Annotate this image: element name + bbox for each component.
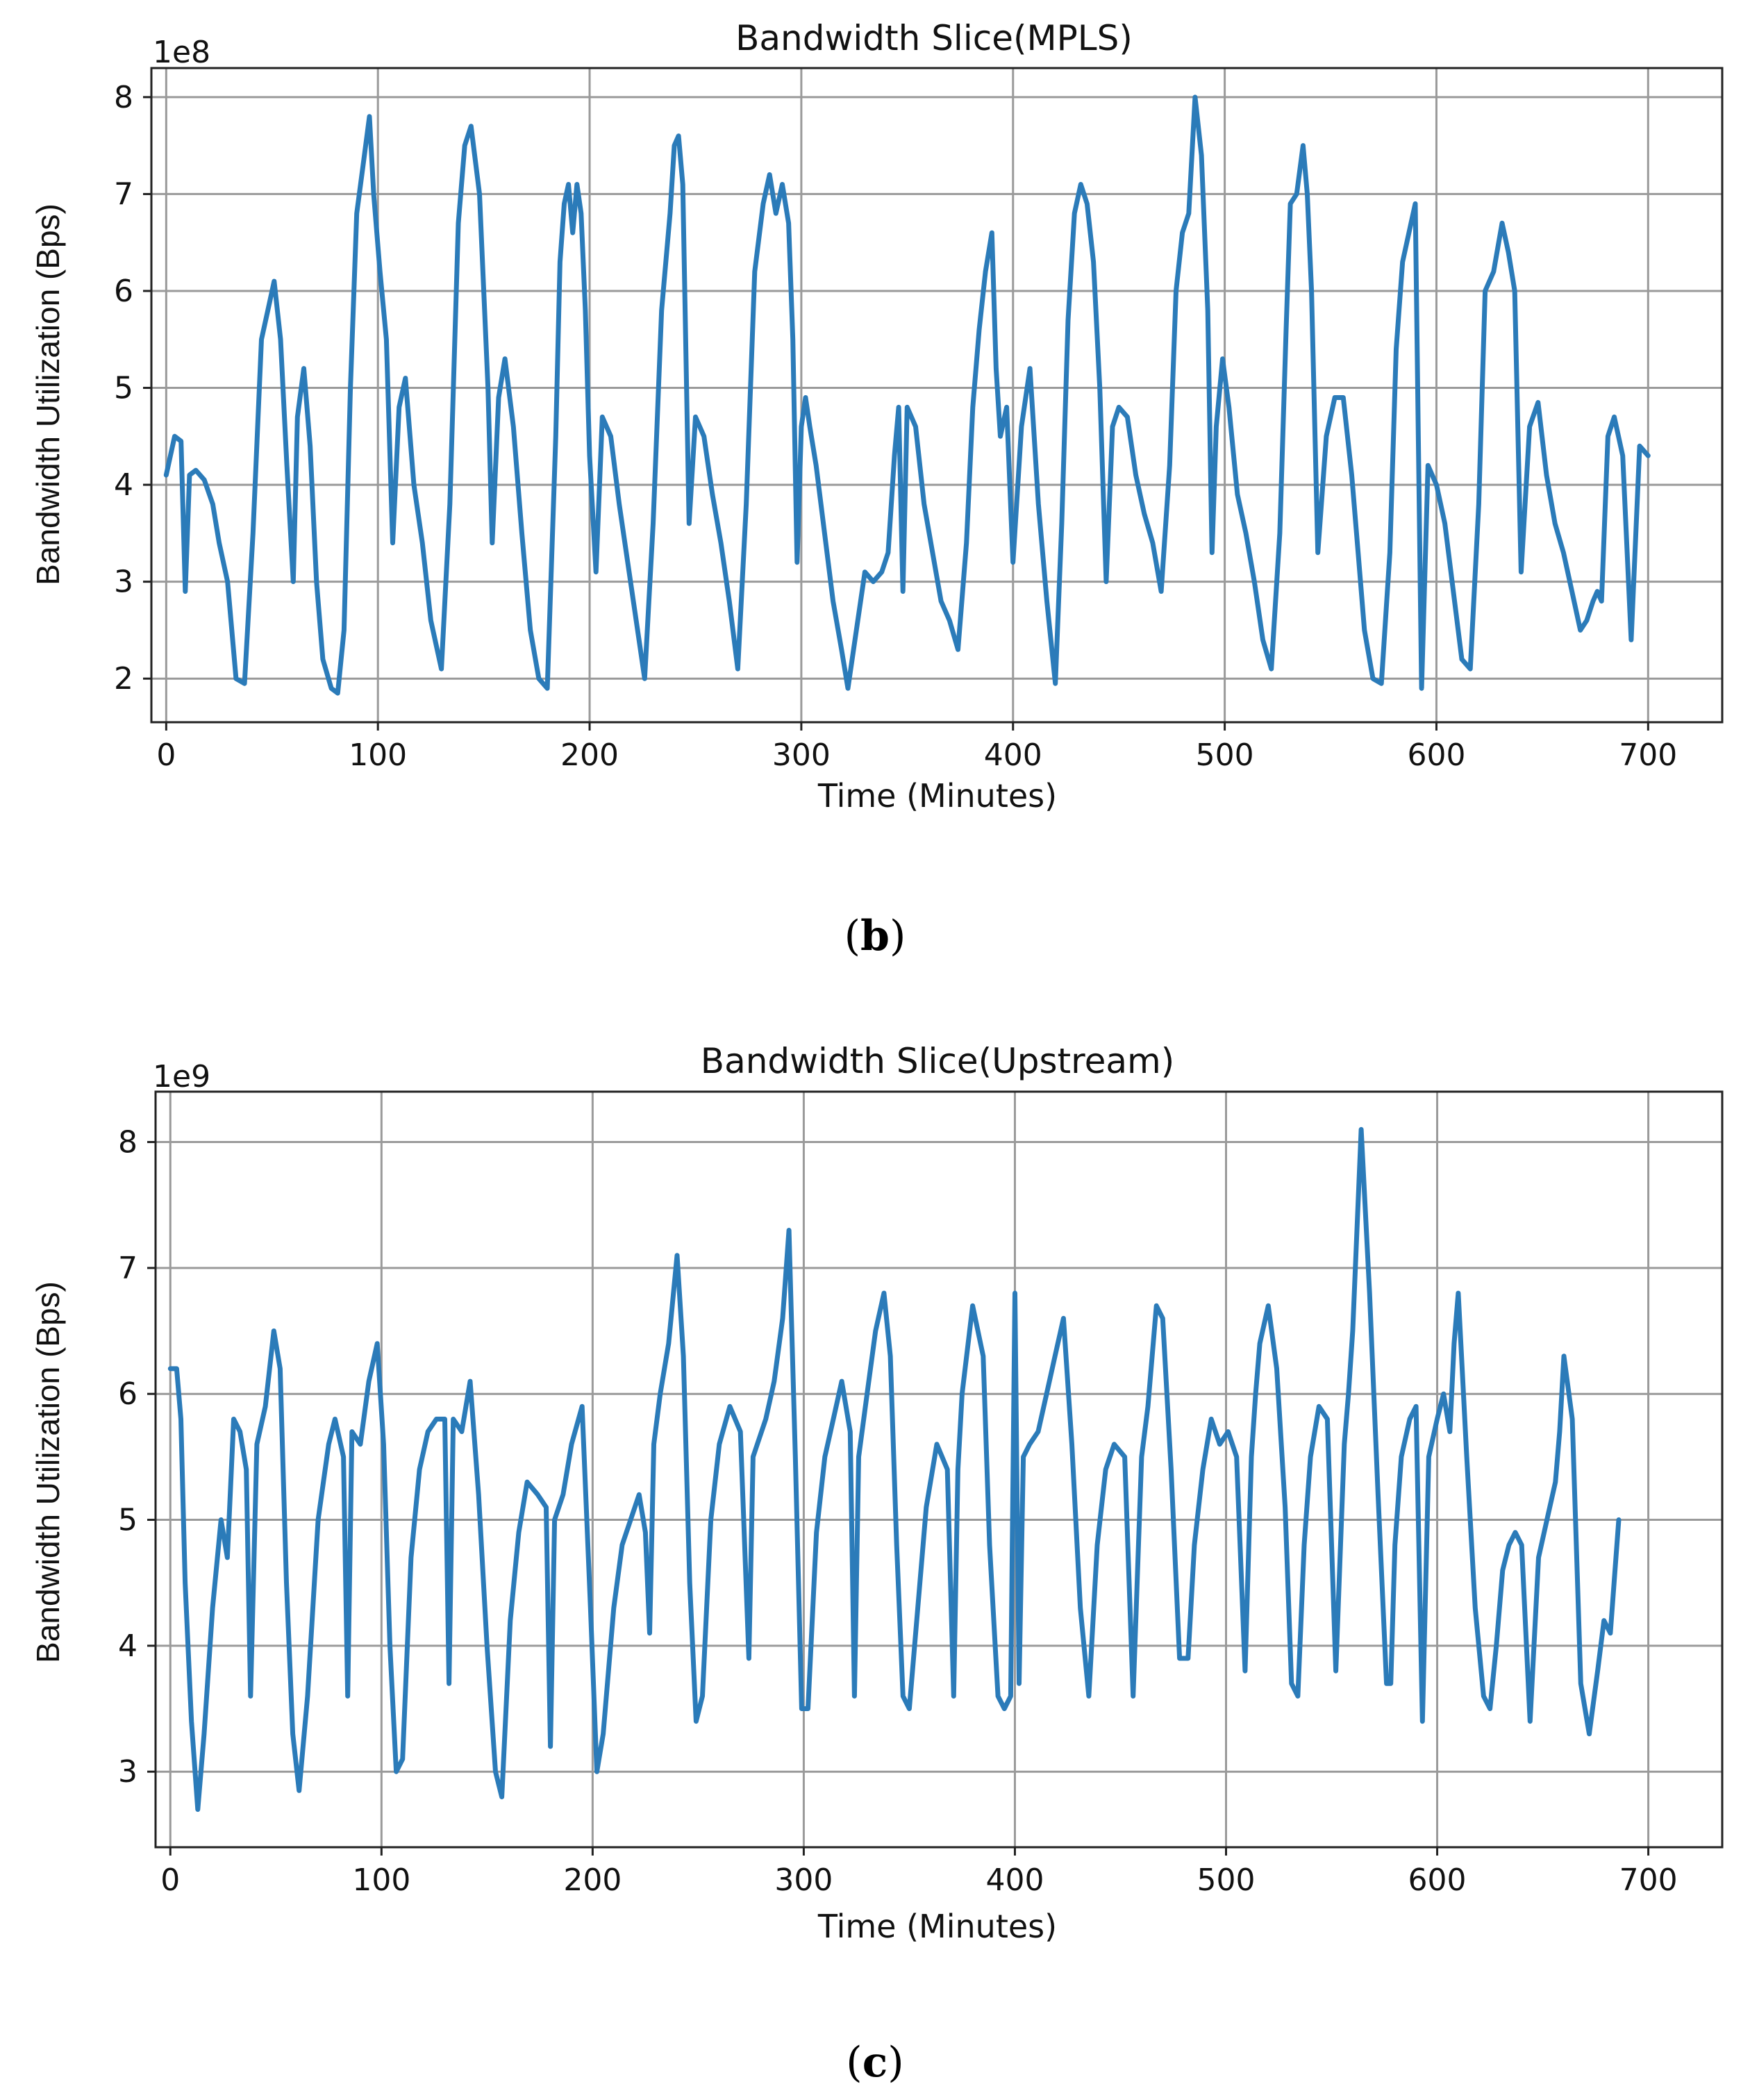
- plot-frame: [150, 67, 1724, 724]
- series-line-mpls: [163, 94, 1651, 696]
- caption: (c): [846, 2038, 903, 2087]
- x-axis: 0 100 200 300 400 500 600 700: [160, 1847, 1678, 1898]
- chart-upstream: Bandwidth Slice(Upstream) 1e9 0 100 200 300…: [30, 1041, 1724, 2087]
- y-axis-label: Bandwidth Utilization (Bps): [30, 1281, 66, 1663]
- chart-mpls: Bandwidth Slice(MPLS) 1e8 0 100 200 300 400 5…: [30, 18, 1724, 960]
- series-line-upstream: [167, 1126, 1622, 1812]
- caption-letter: b: [860, 912, 890, 960]
- x-tick-label: 700: [1619, 738, 1677, 773]
- y-tick-label: 4: [114, 467, 133, 503]
- y-tick-label: 2: [114, 661, 133, 697]
- x-tick-label: 0: [160, 1862, 180, 1898]
- x-tick-label: 400: [985, 1862, 1044, 1898]
- x-tick-label: 500: [1197, 1862, 1256, 1898]
- x-tick-label: 200: [563, 1862, 622, 1898]
- x-tick-label: 600: [1407, 738, 1465, 773]
- y-offset-label: 1e9: [153, 1059, 210, 1094]
- x-axis-label: Time (Minutes): [817, 777, 1057, 815]
- y-tick-label: 4: [118, 1628, 138, 1664]
- x-axis: 0 100 200 300 400 500 600 700: [156, 722, 1677, 773]
- chart-title: Bandwidth Slice(MPLS): [735, 18, 1133, 58]
- x-tick-label: 0: [156, 738, 176, 773]
- y-tick-label: 3: [118, 1754, 138, 1790]
- y-tick-label: 8: [118, 1125, 138, 1160]
- x-tick-label: 500: [1196, 738, 1254, 773]
- x-tick-label: 100: [352, 1862, 410, 1898]
- y-tick-label: 8: [114, 80, 133, 115]
- caption-letter: c: [862, 2038, 888, 2087]
- y-tick-label: 5: [114, 371, 133, 406]
- y-axis: 2 3 4 5 6 7 8: [114, 80, 151, 697]
- y-tick-label: 6: [114, 274, 133, 309]
- grid: [156, 1092, 1722, 1847]
- chart-title: Bandwidth Slice(Upstream): [701, 1041, 1174, 1081]
- x-tick-label: 400: [984, 738, 1042, 773]
- y-tick-label: 7: [114, 176, 133, 212]
- x-tick-label: 200: [560, 738, 619, 773]
- caption: (b): [844, 912, 906, 960]
- y-tick-label: 7: [118, 1251, 138, 1286]
- plot-frame: [154, 1090, 1724, 1849]
- y-tick-label: 6: [118, 1376, 138, 1412]
- x-tick-label: 700: [1619, 1862, 1678, 1898]
- x-tick-label: 300: [774, 1862, 833, 1898]
- y-tick-label: 5: [118, 1503, 138, 1538]
- x-tick-label: 300: [772, 738, 831, 773]
- y-offset-label: 1e8: [153, 35, 210, 70]
- y-tick-label: 3: [114, 565, 133, 600]
- y-axis: 3 4 5 6 7 8: [118, 1125, 156, 1790]
- x-tick-label: 100: [349, 738, 407, 773]
- x-tick-label: 600: [1408, 1862, 1467, 1898]
- x-axis-label: Time (Minutes): [817, 1908, 1057, 1945]
- y-axis-label: Bandwidth Utilization (Bps): [30, 203, 66, 585]
